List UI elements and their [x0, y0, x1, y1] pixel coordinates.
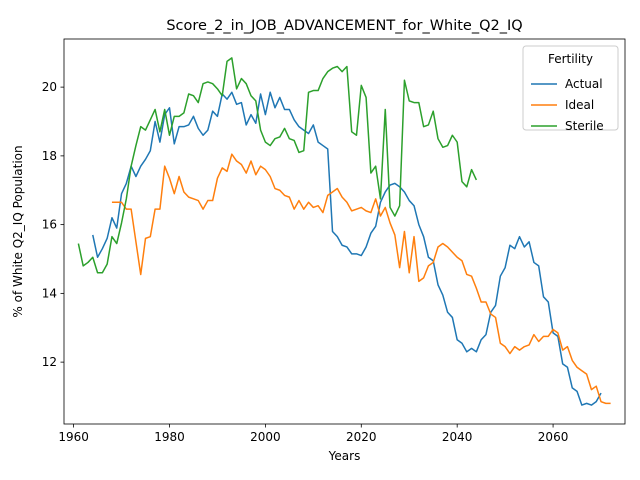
plot-lines: [77, 57, 611, 406]
legend-box: [522, 45, 619, 131]
y-tick-label: 18: [42, 149, 57, 163]
x-tick-label: 2040: [442, 430, 473, 444]
series-line-sterile: [77, 57, 478, 274]
legend-items: Actual Ideal Sterile: [531, 77, 604, 133]
legend: Fertility Actual Ideal Sterile: [522, 45, 619, 133]
y-axis: 12 14 16 18 20: [42, 80, 64, 369]
y-tick-label: 20: [42, 80, 57, 94]
y-tick-label: 16: [42, 218, 57, 232]
x-tick-label: 2060: [538, 430, 569, 444]
legend-label-ideal: Ideal: [565, 98, 594, 112]
chart-title: Score_2_in_JOB_ADVANCEMENT_for_White_Q2_…: [166, 18, 522, 34]
legend-label-sterile: Sterile: [565, 119, 604, 133]
x-axis: 1960 1980 2000 2020 2040 2060: [58, 424, 568, 444]
plot-frame: [63, 38, 626, 425]
legend-label-actual: Actual: [565, 77, 603, 91]
x-tick-label: 1960: [58, 430, 89, 444]
series-line-actual: [92, 91, 602, 406]
x-tick-label: 2000: [250, 430, 281, 444]
y-axis-label: % of White Q2_IQ Population: [11, 145, 25, 317]
y-tick-label: 12: [42, 355, 57, 369]
legend-title: Fertility: [548, 52, 593, 66]
x-axis-label: Years: [328, 449, 361, 463]
series-line-ideal: [111, 153, 611, 405]
x-tick-label: 2020: [346, 430, 377, 444]
x-tick-label: 1980: [154, 430, 185, 444]
y-tick-label: 14: [42, 286, 57, 300]
